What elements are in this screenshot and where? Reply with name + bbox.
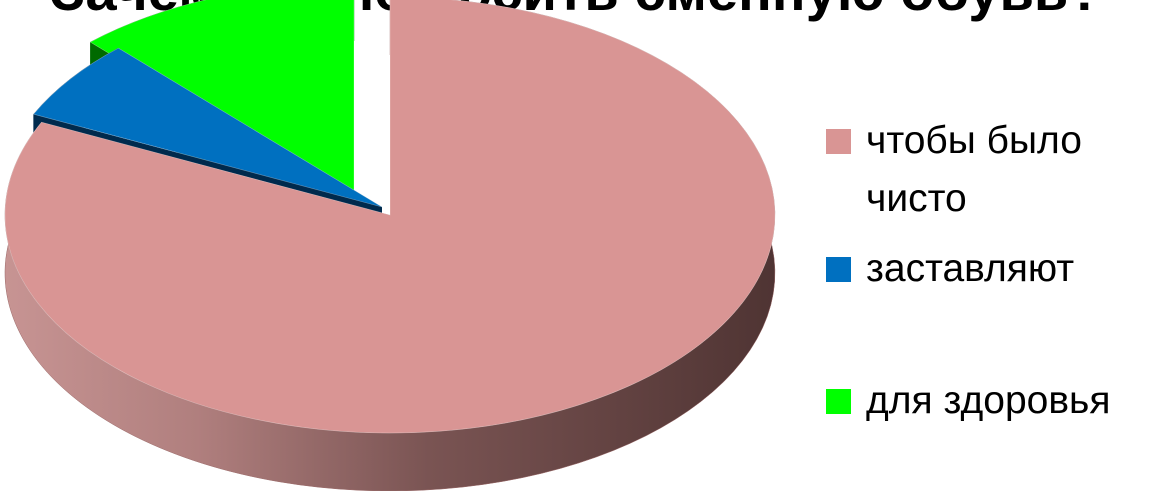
legend-label-clean: чтобы было чисто <box>866 119 1082 220</box>
slice-clean-top <box>4 0 776 434</box>
legend-label-forced: заставляют <box>866 247 1075 290</box>
legend-swatch-clean <box>826 129 851 154</box>
slice-forced-top <box>33 47 383 208</box>
slice-clean <box>4 0 776 491</box>
legend-swatch-forced <box>826 257 851 282</box>
legend-label-health: для здоровья <box>866 379 1111 422</box>
legend-swatch-health <box>826 389 851 414</box>
